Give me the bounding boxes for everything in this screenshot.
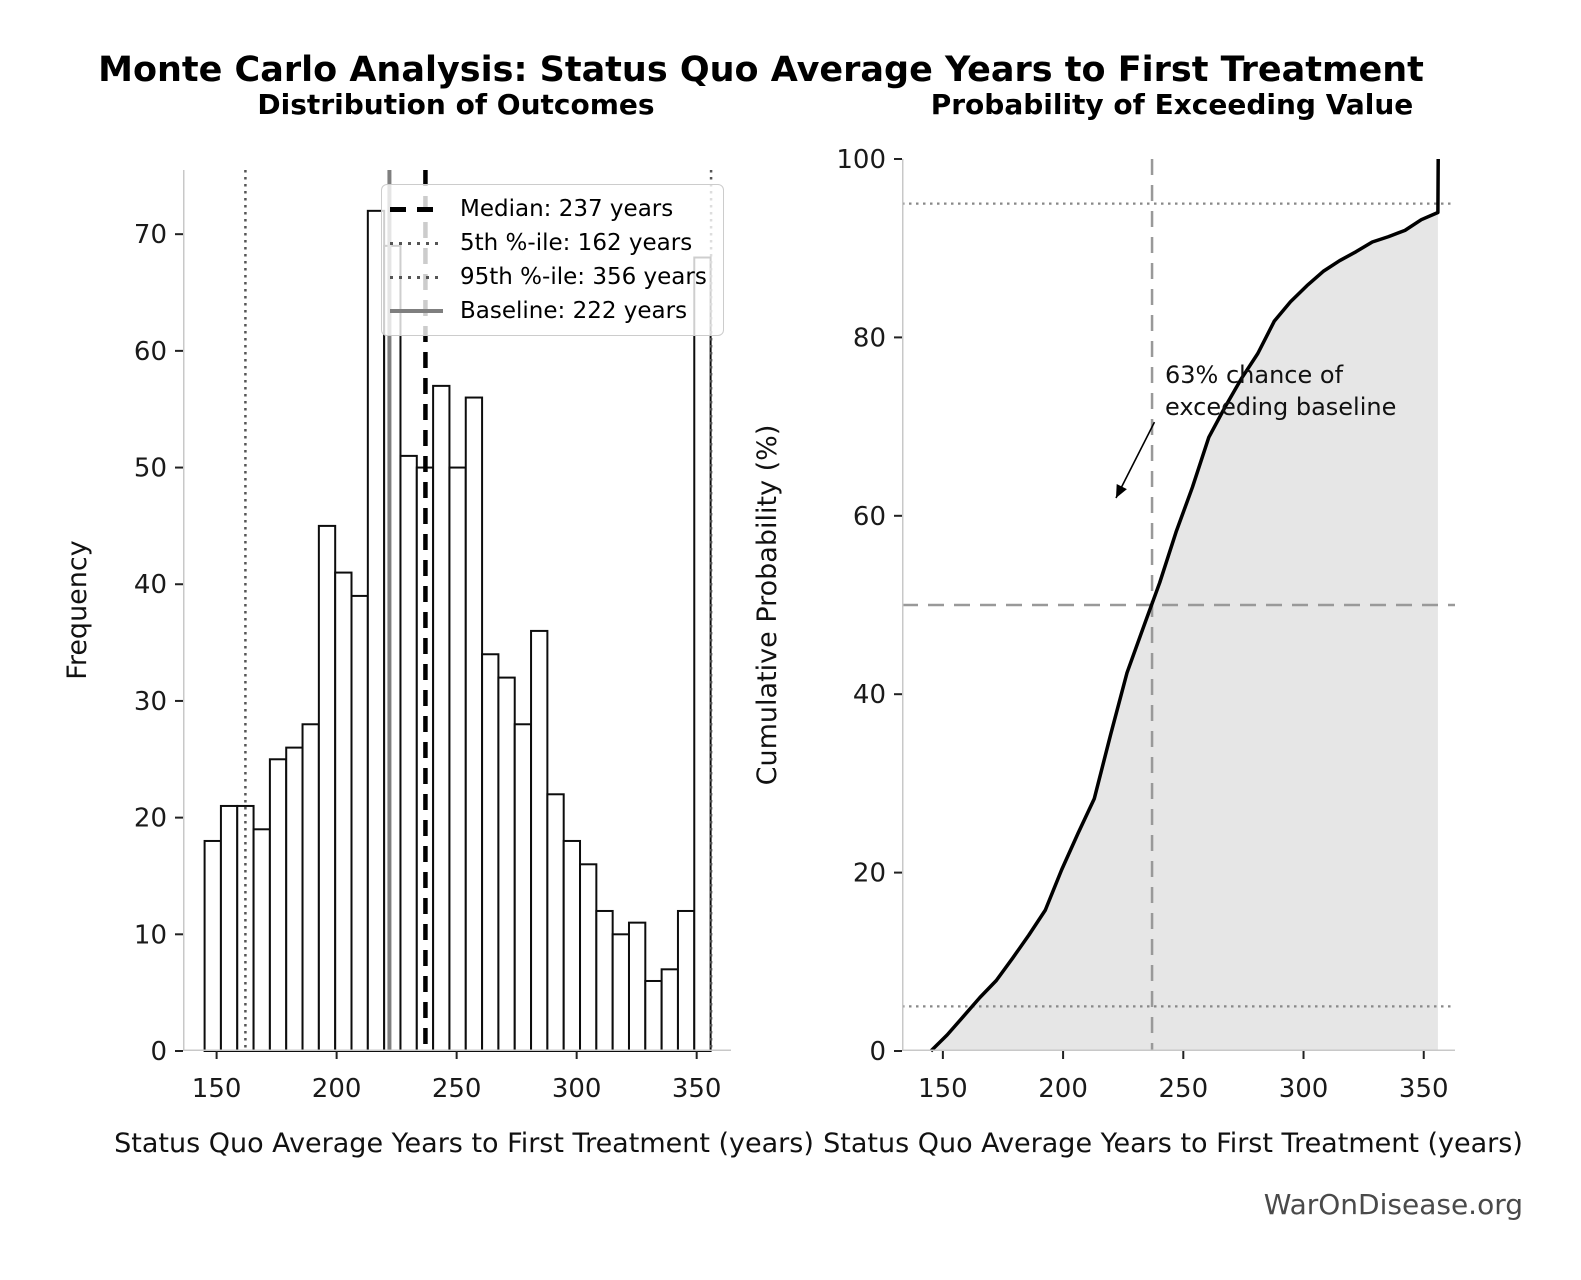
baseline-line-swatch: [390, 309, 443, 313]
svg-text:10: 10: [134, 920, 167, 950]
cdf-subplot-title: Probability of Exceeding Value: [930, 88, 1414, 121]
percentile95-line-swatch: [390, 275, 443, 279]
cdf-x-axis-label: Status Quo Average Years to First Treatm…: [823, 1128, 1523, 1159]
svg-text:60: 60: [853, 502, 886, 532]
cdf-plot: 150 200 250 300 350 0 20 40 60 80 100: [836, 145, 1455, 1104]
histogram-plot: 150 200 250 300 350 0 10 20 30 40 50 60 70: [134, 170, 731, 1104]
legend-item-5th-percentile: 5th %-ile: 162 years: [390, 226, 713, 260]
svg-text:70: 70: [134, 220, 167, 250]
legend-item-median: Median: 237 years: [390, 192, 713, 226]
svg-text:250: 250: [432, 1074, 482, 1104]
watermark: WarOnDisease.org: [1263, 1188, 1523, 1221]
svg-text:30: 30: [134, 687, 167, 717]
percentile5-line-swatch: [390, 241, 443, 245]
svg-text:350: 350: [1399, 1074, 1449, 1104]
histogram-y-axis-label: Frequency: [61, 540, 93, 680]
svg-text:20: 20: [134, 804, 167, 834]
legend-label-5th-percentile: 5th %-ile: 162 years: [460, 230, 693, 256]
legend-label-baseline: Baseline: 222 years: [460, 298, 688, 324]
svg-text:150: 150: [918, 1074, 968, 1104]
svg-text:20: 20: [853, 859, 886, 889]
legend-label-median: Median: 237 years: [460, 196, 674, 222]
svg-text:80: 80: [853, 323, 886, 353]
legend-item-baseline: Baseline: 222 years: [390, 294, 713, 328]
legend: Median: 237 years 5th %-ile: 162 years 9…: [381, 184, 724, 336]
svg-text:200: 200: [312, 1074, 362, 1104]
legend-item-95th-percentile: 95th %-ile: 356 years: [390, 260, 713, 294]
svg-text:150: 150: [192, 1074, 242, 1104]
svg-text:300: 300: [1279, 1074, 1329, 1104]
histogram-subplot-title: Distribution of Outcomes: [257, 88, 655, 121]
svg-text:0: 0: [150, 1037, 167, 1067]
svg-text:40: 40: [853, 680, 886, 710]
svg-text:0: 0: [869, 1037, 886, 1067]
svg-text:100: 100: [836, 145, 886, 175]
svg-text:350: 350: [672, 1074, 722, 1104]
cdf-y-axis-label: Cumulative Probability (%): [751, 424, 783, 786]
svg-text:60: 60: [134, 337, 167, 367]
svg-text:50: 50: [134, 454, 167, 484]
svg-text:40: 40: [134, 570, 167, 600]
figure-title: Monte Carlo Analysis: Status Quo Average…: [98, 50, 1424, 90]
exceed-baseline-annotation: 63% chance of exceeding baseline: [1165, 361, 1397, 421]
median-line-swatch: [390, 206, 443, 212]
svg-text:200: 200: [1038, 1074, 1088, 1104]
legend-label-95th-percentile: 95th %-ile: 356 years: [460, 264, 707, 290]
svg-text:300: 300: [552, 1074, 602, 1104]
histogram-x-axis-label: Status Quo Average Years to First Treatm…: [114, 1128, 814, 1159]
svg-text:250: 250: [1158, 1074, 1208, 1104]
